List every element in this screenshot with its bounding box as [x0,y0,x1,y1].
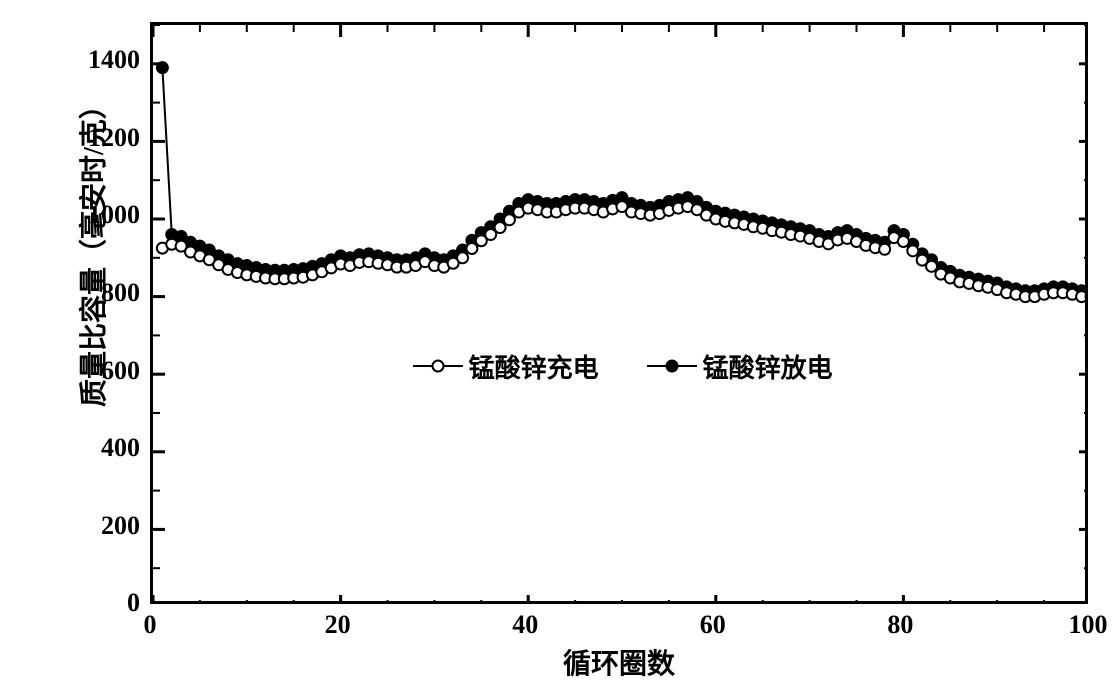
legend-label: 锰酸锌放电 [703,348,833,385]
y-axis-label: 质量比容量（毫安时/克） [72,227,112,407]
x-tick-label: 20 [308,610,368,640]
data-marker [157,62,168,73]
legend-item: 锰酸锌放电 [647,348,833,385]
x-tick-label: 40 [495,610,555,640]
data-marker [907,245,918,256]
chart-plot [153,25,1085,601]
legend-item: 锰酸锌充电 [413,348,599,385]
legend-marker-icon [665,360,678,373]
data-marker [1076,291,1085,302]
x-tick-label: 0 [120,610,180,640]
x-tick-label: 60 [683,610,743,640]
legend-marker-icon [431,360,444,373]
y-tick-label: 200 [70,511,140,541]
data-marker [926,261,937,272]
y-tick-label: 1400 [70,45,140,75]
legend-marker-line [647,365,697,367]
x-tick-label: 100 [1058,610,1118,640]
data-marker [457,252,468,263]
legend-label: 锰酸锌充电 [469,348,599,385]
x-axis-label: 循环圈数 [539,642,699,682]
y-tick-label: 400 [70,433,140,463]
data-marker [898,236,909,247]
legend-marker-line [413,365,463,367]
legend: 锰酸锌充电 锰酸锌放电 [413,348,833,385]
data-marker [879,244,890,255]
data-marker [504,214,515,225]
data-marker [466,243,477,254]
x-tick-label: 80 [870,610,930,640]
series-line [162,68,1085,291]
chart-frame [150,22,1088,604]
data-marker [495,222,506,233]
